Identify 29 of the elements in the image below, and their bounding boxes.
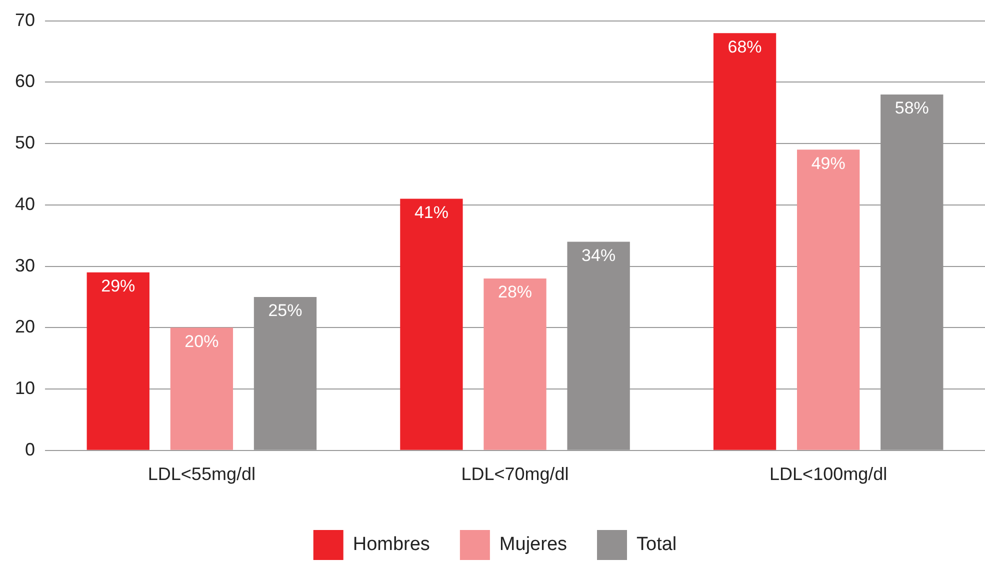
bar bbox=[797, 150, 860, 450]
y-tick-label: 70 bbox=[14, 10, 36, 30]
y-tick-label: 10 bbox=[14, 378, 36, 398]
bar bbox=[400, 198, 463, 450]
y-tick-label: 60 bbox=[14, 71, 36, 92]
data-label: 41% bbox=[414, 202, 448, 222]
legend-label: Mujeres bbox=[499, 534, 568, 556]
data-label: 49% bbox=[811, 154, 846, 173]
y-tick-label: 0 bbox=[25, 439, 36, 460]
data-label: 58% bbox=[894, 98, 929, 118]
data-label: 25% bbox=[268, 301, 302, 320]
x-tick-label: LDL<70mg/dl bbox=[461, 464, 569, 484]
bar bbox=[86, 272, 150, 450]
y-tick-label: 20 bbox=[14, 316, 36, 337]
y-tick-label: 30 bbox=[14, 255, 36, 276]
legend-label: Hombres bbox=[352, 534, 430, 556]
data-label: 29% bbox=[101, 276, 136, 296]
data-label: 34% bbox=[582, 246, 616, 265]
data-label: 28% bbox=[498, 282, 532, 302]
bar bbox=[713, 33, 776, 450]
x-tick-label: LDL<100mg/dl bbox=[770, 464, 888, 484]
y-tick-label: 40 bbox=[14, 194, 36, 214]
bar bbox=[170, 328, 234, 450]
y-tick-label: 50 bbox=[14, 132, 36, 153]
data-label: 68% bbox=[728, 37, 762, 56]
bar bbox=[484, 278, 546, 450]
legend-label: Total bbox=[636, 534, 677, 556]
x-tick-label: LDL<55mg/dl bbox=[148, 464, 256, 484]
data-label: 20% bbox=[184, 332, 219, 351]
